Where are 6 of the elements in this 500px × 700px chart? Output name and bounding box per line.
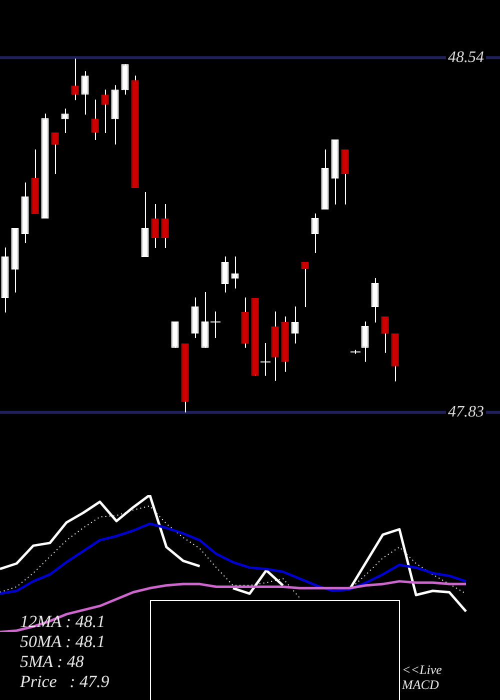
text: Price : 47.9 bbox=[20, 672, 110, 692]
y-tick-label: 47.83 bbox=[448, 404, 484, 421]
text: <<Live MACD bbox=[402, 662, 443, 692]
y-tick-label: 48.54 bbox=[448, 48, 484, 66]
text: 5MA : 48 bbox=[20, 652, 84, 672]
annotation: 50MA : 48.1 bbox=[20, 632, 106, 652]
